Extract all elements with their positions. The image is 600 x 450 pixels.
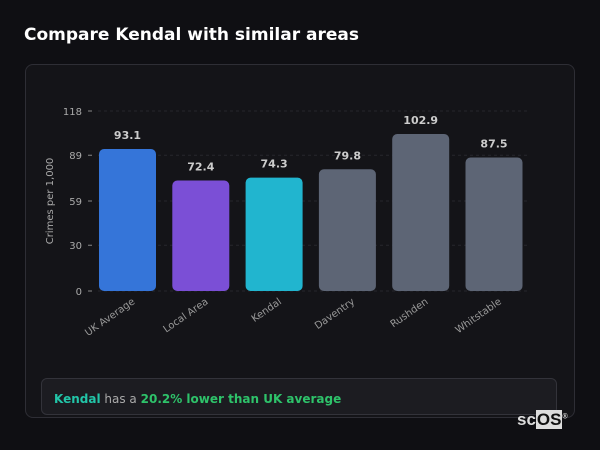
x-tick-label: UK Average: [83, 296, 137, 338]
x-tick-label: Daventry: [313, 296, 357, 332]
bar-whitstable: [465, 157, 523, 291]
data-label: 87.5: [480, 138, 507, 151]
page-title: Compare Kendal with similar areas: [24, 25, 359, 45]
y-tick-label: 89: [69, 151, 82, 162]
data-label: 72.4: [187, 161, 214, 174]
bar-daventry: [318, 169, 376, 291]
x-tick-label: Local Area: [162, 296, 211, 335]
insight-box: Kendal has a 20.2% lower than UK average: [41, 378, 557, 415]
bar-rushden: [392, 134, 450, 291]
x-tick-label: Kendal: [250, 296, 284, 324]
y-tick-label: 118: [63, 107, 82, 118]
x-tick-label: Whitstable: [454, 296, 504, 336]
x-tick-label: Rushden: [389, 296, 431, 330]
data-label: 93.1: [114, 129, 141, 142]
bar-uk-average: [99, 148, 156, 291]
y-axis-label: Crimes per 1,000: [45, 158, 56, 245]
bar-local-area: [172, 180, 230, 291]
insight-area: Kendal: [54, 392, 101, 406]
data-label: 74.3: [261, 158, 288, 171]
data-label: 102.9: [403, 114, 438, 127]
insight-comparison: 20.2% lower than UK average: [140, 392, 342, 406]
insight-text: has a: [104, 392, 137, 406]
y-tick-label: 0: [76, 287, 82, 298]
data-label: 79.8: [334, 149, 361, 162]
y-tick-label: 59: [69, 197, 82, 208]
logo: scOS®: [517, 410, 568, 429]
bar-kendal: [245, 177, 303, 291]
y-tick-label: 30: [69, 241, 82, 252]
